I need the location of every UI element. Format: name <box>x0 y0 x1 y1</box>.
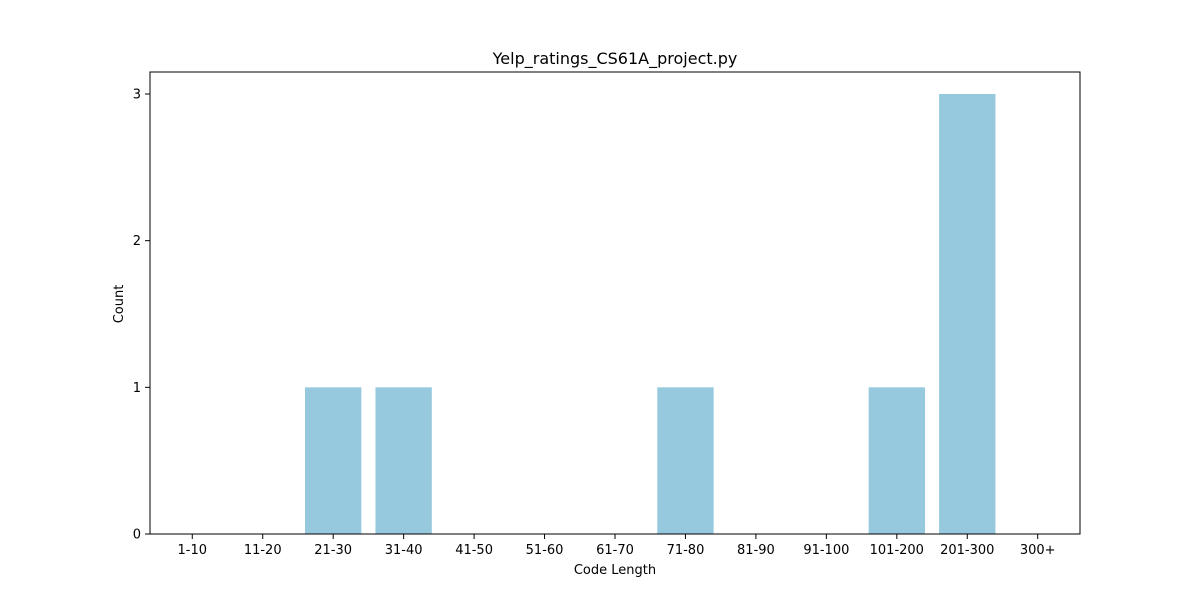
x-tick-label: 1-10 <box>178 543 208 558</box>
x-tick-label: 71-80 <box>667 543 705 558</box>
bar-31-40 <box>375 387 432 534</box>
y-ticks: 0 1 2 3 <box>133 88 150 543</box>
chart-title: Yelp_ratings_CS61A_project.py <box>492 49 738 69</box>
x-tick-label: 11-20 <box>244 543 282 558</box>
bar-71-80 <box>657 387 714 534</box>
x-ticks: 1-10 11-20 21-30 31-40 41-50 51-60 61-70 71-80 8… <box>178 534 1056 558</box>
bar-21-30 <box>305 387 362 534</box>
x-tick-label: 21-30 <box>314 543 352 558</box>
y-axis-label: Count <box>112 285 127 324</box>
x-tick-label: 61-70 <box>596 543 634 558</box>
x-tick-label: 91-100 <box>803 543 849 558</box>
x-tick-label: 81-90 <box>737 543 775 558</box>
bar-201-300 <box>939 94 996 534</box>
x-tick-label: 101-200 <box>870 543 924 558</box>
y-tick-label: 3 <box>133 88 141 103</box>
y-tick-label: 1 <box>133 381 141 396</box>
x-axis-label: Code Length <box>574 563 656 578</box>
y-tick-label: 0 <box>133 528 141 543</box>
x-tick-label: 300+ <box>1020 543 1056 558</box>
x-tick-label: 41-50 <box>455 543 493 558</box>
x-tick-label: 51-60 <box>526 543 564 558</box>
x-tick-label: 31-40 <box>385 543 423 558</box>
y-tick-label: 2 <box>133 234 141 249</box>
x-tick-label: 201-300 <box>940 543 994 558</box>
bar-101-200 <box>868 387 925 534</box>
bars-layer <box>305 94 996 534</box>
